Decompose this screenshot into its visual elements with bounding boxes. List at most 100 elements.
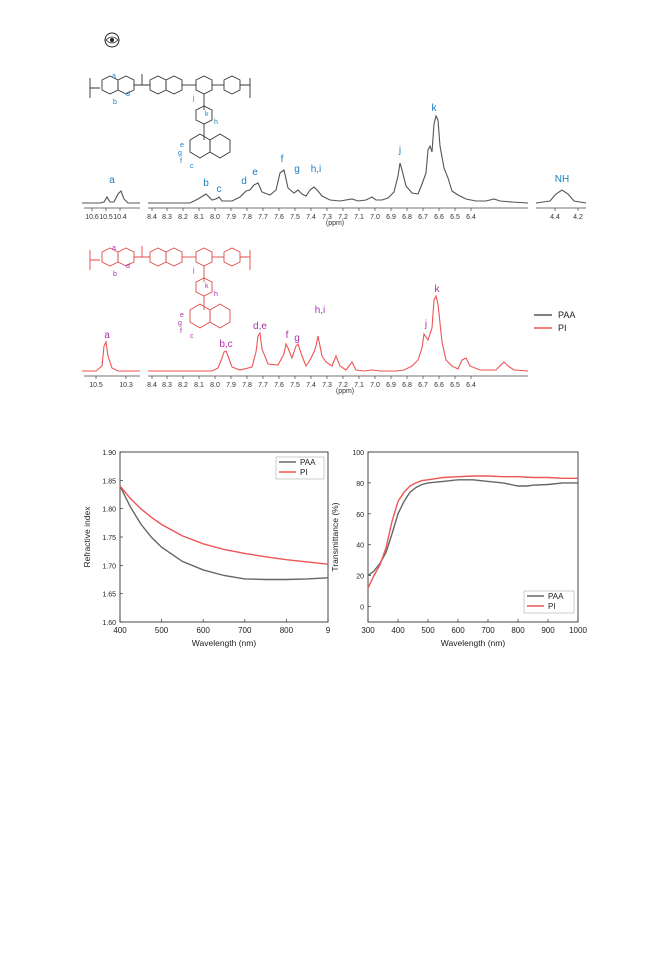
svg-text:j: j	[192, 95, 195, 102]
peak-label: k	[432, 103, 438, 114]
nmr-tick-label: 7.2	[338, 382, 348, 389]
y-tick-label: 20	[356, 574, 364, 581]
svg-text:g: g	[178, 150, 182, 157]
nmr-tick-label: 7.9	[226, 382, 236, 389]
nmr-tick-label: 6.8	[402, 382, 412, 389]
transmittance-chart: 300 400 500 600 700 800 900 1000 0 20 40 60 80 100 Wav…	[330, 450, 587, 648]
y-axis-label: Refractive index	[82, 506, 92, 568]
peak-label: a	[109, 175, 115, 186]
nmr-tick-label: 8.3	[162, 214, 172, 221]
paa-peak-labels: a b c d e f g h,i j k NH	[109, 103, 569, 195]
series-line-paa	[119, 485, 329, 581]
x-tick-label: 800	[280, 626, 294, 635]
nmr-tick-label: 8.1	[194, 214, 204, 221]
nh-peak-label: NH	[555, 174, 569, 185]
nmr-tick-label: 7.4	[306, 382, 316, 389]
svg-text:c: c	[190, 163, 194, 170]
svg-text:b: b	[113, 99, 117, 106]
nmr-tick-label: 6.6	[434, 214, 444, 221]
legend-label-pi: PI	[558, 323, 567, 333]
y-tick-label: 1.80	[102, 507, 116, 514]
y-tick-label: 60	[356, 512, 364, 519]
x-tick-label: 500	[155, 626, 169, 635]
nmr-tick-label: 8.4	[147, 214, 157, 221]
svg-text:d: d	[126, 263, 130, 270]
y-axis-label: Transmittance (%)	[330, 502, 340, 571]
refractive-index-chart: 400 500 600 700 800 9 1.60 1.65 1.70 1.75 1.80 1.85…	[82, 450, 331, 648]
nmr-tick-label: 8.0	[210, 214, 220, 221]
peak-label: d,e	[253, 321, 267, 332]
nmr-tick-label: 10.3	[119, 382, 133, 389]
series-line-pi	[119, 485, 329, 565]
eye-logo-icon	[104, 32, 120, 48]
nmr-tick-label: 8.2	[178, 214, 188, 221]
nmr-tick-label: 6.7	[418, 382, 428, 389]
nmr-tick-label: 7.3	[322, 382, 332, 389]
svg-text:f: f	[180, 158, 182, 165]
paa-nmr-trace	[82, 114, 587, 204]
x-tick-label: 600	[451, 626, 465, 635]
series-line-paa	[367, 479, 578, 577]
svg-text:d: d	[126, 91, 130, 98]
x-tick-label: 700	[481, 626, 495, 635]
nmr-tick-label: 7.8	[242, 382, 252, 389]
nmr-tick-label: 6.6	[434, 382, 444, 389]
nmr-tick-label: 6.9	[386, 382, 396, 389]
nmr-tick-label: 10.5	[89, 382, 103, 389]
pi-nmr-trace	[82, 294, 529, 372]
pi-peak-labels: a b,c d,e f g h,i j k	[104, 284, 440, 350]
svg-text:e: e	[180, 312, 184, 319]
peak-label: b,c	[219, 339, 232, 350]
nmr-tick-label: 7.2	[338, 214, 348, 221]
peak-label: j	[398, 145, 401, 156]
svg-text:h: h	[214, 291, 218, 298]
x-tick-label: 500	[421, 626, 435, 635]
svg-text:g: g	[178, 320, 182, 327]
nmr-panel: 10.6 10.5 10.4 8.4 8.3 8.2 8.1 8.0 7.9 7.8 7.7 7.6 7…	[82, 103, 587, 395]
x-tick-label: 300	[361, 626, 375, 635]
legend-label-pi: PI	[548, 602, 556, 611]
svg-text:k: k	[205, 111, 209, 118]
nmr-tick-label: 6.5	[450, 382, 460, 389]
x-tick-label: 800	[511, 626, 525, 635]
nmr-tick-label: 8.2	[178, 382, 188, 389]
x-tick-label: 700	[238, 626, 252, 635]
svg-text:f: f	[180, 328, 182, 335]
svg-text:c: c	[190, 333, 194, 340]
x-tick-label: 400	[391, 626, 405, 635]
peak-label: g	[294, 333, 300, 344]
nmr-tick-label: 7.6	[274, 214, 284, 221]
nmr-axes	[84, 207, 586, 377]
x-tick-label: 900	[541, 626, 555, 635]
legend-label-pi: PI	[300, 468, 308, 477]
x-axis-label: Wavelength (nm)	[192, 638, 257, 648]
plot-frame	[367, 451, 579, 623]
nmr-tick-label: 7.0	[370, 382, 380, 389]
svg-text:a: a	[112, 73, 116, 80]
nmr-tick-label: 7.7	[258, 382, 268, 389]
peak-label: b	[203, 178, 209, 189]
svg-text:e: e	[180, 142, 184, 149]
legend-label-paa: PAA	[558, 310, 575, 320]
nmr-tick-label: 8.4	[147, 382, 157, 389]
x-tick-label: 9	[326, 626, 331, 635]
y-tick-label: 1.65	[102, 592, 116, 599]
peak-label: e	[252, 167, 258, 178]
x-tick-label: 400	[113, 626, 127, 635]
nmr-tick-label: 4.2	[573, 214, 583, 221]
legend-label-paa: PAA	[300, 458, 316, 467]
nmr-tick-label: 7.9	[226, 214, 236, 221]
nmr-tick-label: 8.0	[210, 382, 220, 389]
nmr-tick-label: 7.1	[354, 382, 364, 389]
nmr-tick-label: 8.1	[194, 382, 204, 389]
svg-text:b: b	[113, 271, 117, 278]
peak-label: a	[104, 330, 110, 341]
svg-text:j: j	[192, 267, 195, 274]
nmr-tick-label: 6.7	[418, 214, 428, 221]
paa-ppm-label: (ppm)	[326, 220, 344, 227]
nmr-tick-label: 6.5	[450, 214, 460, 221]
paa-structure-labels: a b d j kh egf c	[112, 73, 218, 170]
nmr-bottom-ticks: 10.5 10.3 8.4 8.3 8.2 8.1 8.0 7.9 7.8 7.7 7.6 7.5 7.…	[89, 376, 476, 389]
nmr-tick-label: 7.1	[354, 214, 364, 221]
nmr-tick-label: 8.3	[162, 382, 172, 389]
